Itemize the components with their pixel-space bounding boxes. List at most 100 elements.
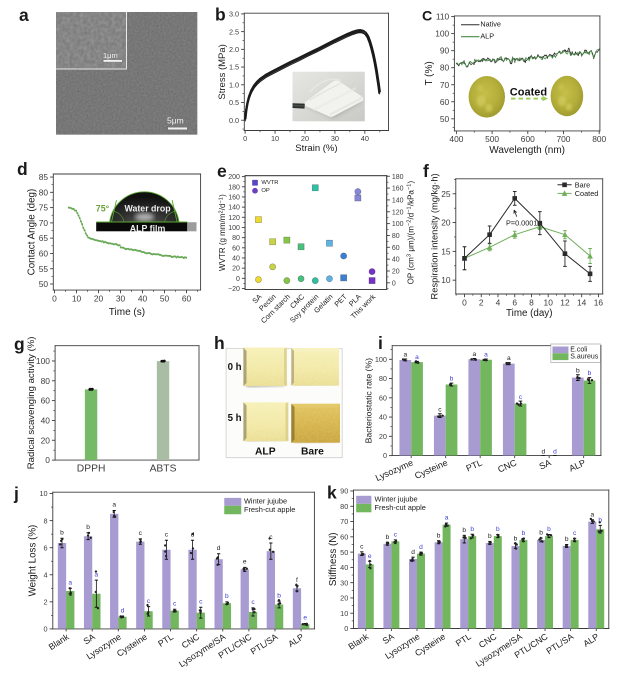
svg-text:40: 40: [392, 257, 400, 264]
svg-text:b: b: [386, 534, 390, 541]
svg-text:Fresh-cut apple: Fresh-cut apple: [244, 505, 295, 514]
svg-text:OP: OP: [261, 188, 270, 194]
svg-text:140: 140: [392, 197, 404, 204]
svg-text:d: d: [542, 449, 546, 456]
svg-text:j: j: [13, 484, 19, 504]
svg-text:55: 55: [39, 264, 49, 274]
svg-text:20: 20: [379, 432, 387, 441]
svg-text:65: 65: [39, 233, 49, 243]
svg-text:85: 85: [39, 172, 49, 182]
svg-text:a: a: [473, 351, 477, 358]
svg-text:10: 10: [441, 275, 451, 285]
svg-text:0: 0: [462, 297, 467, 307]
svg-text:15: 15: [441, 246, 451, 256]
svg-text:100: 100: [375, 355, 387, 364]
svg-text:SA: SA: [538, 458, 553, 472]
svg-text:100: 100: [435, 29, 449, 39]
svg-text:Coated: Coated: [510, 87, 547, 99]
svg-text:120: 120: [228, 215, 240, 222]
svg-text:3.0: 3.0: [229, 10, 239, 19]
svg-text:Fresh-cut apple: Fresh-cut apple: [374, 503, 425, 512]
svg-text:−20: −20: [228, 286, 240, 293]
svg-text:d: d: [411, 549, 415, 556]
svg-text:10: 10: [544, 297, 554, 307]
svg-text:c: c: [573, 530, 577, 537]
svg-text:110: 110: [436, 12, 450, 22]
svg-text:Bacteriostatic rate (%): Bacteriostatic rate (%): [364, 358, 374, 444]
svg-text:ABTS: ABTS: [150, 464, 177, 475]
svg-text:20: 20: [392, 269, 400, 276]
svg-text:60: 60: [182, 293, 192, 303]
svg-text:2.5: 2.5: [229, 27, 239, 36]
svg-text:50: 50: [440, 114, 450, 124]
svg-text:50: 50: [160, 293, 170, 303]
svg-text:E.coli: E.coli: [570, 347, 588, 354]
svg-text:c: c: [394, 532, 398, 539]
svg-text:h: h: [214, 333, 225, 353]
svg-text:60: 60: [232, 245, 240, 252]
svg-text:b: b: [488, 533, 492, 540]
svg-text:60: 60: [41, 396, 51, 406]
svg-text:a: a: [507, 355, 511, 362]
svg-text:c: c: [360, 543, 364, 550]
svg-text:20: 20: [232, 266, 240, 273]
svg-text:6: 6: [44, 543, 48, 552]
svg-text:100: 100: [228, 225, 240, 232]
svg-text:60: 60: [392, 245, 400, 252]
svg-text:10: 10: [72, 293, 82, 303]
svg-text:5 h: 5 h: [228, 413, 242, 424]
svg-text:a: a: [445, 515, 449, 522]
svg-text:Radical scavenging activity (%: Radical scavenging activity (%): [26, 337, 37, 470]
svg-text:b: b: [462, 527, 466, 534]
svg-text:b: b: [514, 535, 518, 542]
svg-text:k: k: [327, 483, 337, 503]
svg-text:a: a: [484, 352, 488, 359]
svg-text:2.0: 2.0: [229, 45, 239, 54]
svg-text:5μm: 5μm: [167, 116, 184, 126]
svg-text:Winter jujube: Winter jujube: [374, 495, 417, 504]
svg-text:WVTR: WVTR: [261, 180, 278, 186]
svg-text:0: 0: [243, 134, 247, 143]
svg-text:10: 10: [39, 489, 47, 498]
svg-text:c: c: [269, 534, 273, 541]
svg-text:0 h: 0 h: [228, 362, 242, 373]
svg-text:40: 40: [361, 134, 369, 143]
svg-text:0.0: 0.0: [229, 116, 239, 125]
svg-text:2: 2: [479, 297, 484, 307]
svg-text:30: 30: [116, 293, 126, 303]
svg-text:b: b: [576, 367, 580, 374]
svg-text:b: b: [277, 592, 281, 599]
svg-text:ALP: ALP: [255, 447, 276, 458]
svg-text:Contact Angle (deg): Contact Angle (deg): [27, 189, 38, 276]
svg-text:f: f: [423, 161, 429, 181]
svg-text:120: 120: [392, 209, 404, 216]
svg-text:d: d: [553, 449, 557, 456]
svg-text:Wavelength (nm): Wavelength (nm): [489, 145, 565, 156]
svg-text:140: 140: [228, 205, 240, 212]
svg-text:50: 50: [39, 279, 49, 289]
svg-text:16: 16: [594, 297, 604, 307]
svg-text:T (%): T (%): [424, 61, 435, 85]
svg-text:c: c: [173, 600, 177, 607]
svg-text:d: d: [217, 545, 221, 552]
svg-text:20: 20: [340, 594, 348, 603]
svg-text:c: c: [251, 599, 255, 606]
svg-text:25: 25: [441, 189, 451, 199]
svg-text:c: c: [519, 394, 523, 401]
svg-text:60: 60: [379, 393, 387, 402]
svg-text:Stiffness (N): Stiffness (N): [328, 532, 339, 586]
svg-text:400: 400: [449, 134, 463, 144]
svg-text:c: c: [147, 598, 151, 605]
svg-text:P=0.0001: P=0.0001: [506, 218, 537, 227]
svg-text:0: 0: [52, 293, 57, 303]
svg-text:b: b: [450, 376, 454, 383]
svg-text:d: d: [419, 544, 423, 551]
svg-text:20: 20: [41, 435, 51, 445]
svg-text:Coated: Coated: [575, 189, 599, 198]
svg-text:a: a: [404, 352, 408, 359]
svg-text:90: 90: [340, 487, 348, 496]
svg-text:0: 0: [344, 624, 348, 633]
svg-text:b: b: [215, 5, 226, 25]
svg-text:b: b: [496, 526, 500, 533]
svg-text:Native: Native: [480, 20, 501, 29]
